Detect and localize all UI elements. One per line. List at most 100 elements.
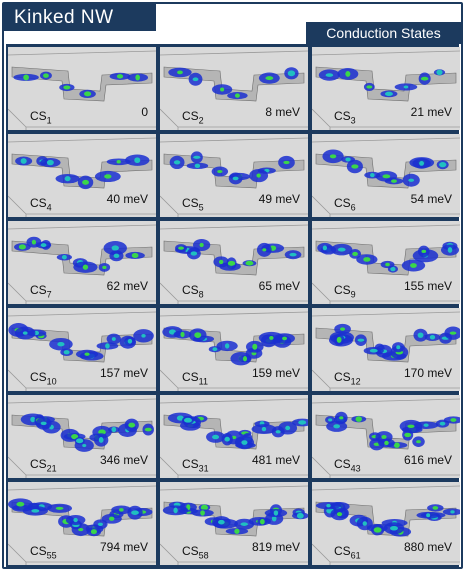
state-label-index: 12 (350, 376, 361, 386)
state-label: CS31 (182, 457, 209, 473)
state-label-prefix: CS (182, 456, 199, 471)
state-label: CS7 (30, 283, 52, 299)
state-label-index: 61 (350, 550, 361, 560)
state-panel: CS10 157 meV (8, 308, 156, 391)
state-panel: CS55 794 meV (8, 482, 156, 565)
state-label: CS21 (30, 457, 57, 473)
state-label: CS9 (334, 283, 356, 299)
nanowire-density-image (8, 311, 156, 391)
state-label: CS58 (182, 544, 209, 560)
state-label-index: 4 (46, 202, 52, 212)
state-label: CS4 (30, 196, 52, 212)
state-energy: 616 meV (403, 453, 452, 467)
state-label-index: 55 (46, 550, 57, 560)
state-label: CS43 (334, 457, 361, 473)
state-label: CS8 (182, 283, 204, 299)
nanowire-density-image (8, 398, 156, 478)
state-label-prefix: CS (182, 543, 199, 558)
state-panel: CS6 54 meV (312, 134, 460, 217)
nanowire-density-image (160, 398, 308, 478)
state-panel: CS3 21 meV (312, 47, 460, 130)
nanowire-density-image (8, 50, 156, 130)
state-energy: 170 meV (403, 366, 452, 380)
nanowire-density-image (8, 137, 156, 217)
state-label-prefix: CS (334, 108, 351, 123)
nanowire-density-image (160, 137, 308, 217)
state-label-prefix: CS (30, 456, 47, 471)
state-label: CS55 (30, 544, 57, 560)
state-label-prefix: CS (334, 543, 351, 558)
state-label-index: 3 (350, 115, 356, 125)
state-panel: CS9 155 meV (312, 221, 460, 304)
state-energy: 794 meV (99, 540, 148, 554)
state-label-prefix: CS (30, 369, 47, 384)
state-energy: 880 meV (403, 540, 452, 554)
nanowire-density-image (312, 398, 460, 478)
state-energy: 819 meV (251, 540, 300, 554)
state-energy: 54 meV (410, 192, 452, 206)
nanowire-density-image (312, 485, 460, 565)
state-energy: 62 meV (106, 279, 148, 293)
state-energy: 346 meV (99, 453, 148, 467)
state-label-index: 2 (198, 115, 204, 125)
state-energy: 0 (141, 105, 148, 119)
state-label-prefix: CS (182, 195, 199, 210)
state-label: CS61 (334, 544, 361, 560)
state-label-prefix: CS (30, 282, 47, 297)
state-panel: CS11 159 meV (160, 308, 308, 391)
state-label-index: 21 (46, 463, 57, 473)
state-label-prefix: CS (182, 108, 199, 123)
state-label: CS12 (334, 370, 361, 386)
nanowire-density-image (312, 50, 460, 130)
nanowire-density-image (312, 137, 460, 217)
state-label: CS10 (30, 370, 57, 386)
state-label: CS5 (182, 196, 204, 212)
nanowire-density-image (8, 224, 156, 304)
state-label-index: 7 (46, 289, 52, 299)
state-label-index: 9 (350, 289, 356, 299)
nanowire-density-image (8, 485, 156, 565)
state-label-index: 43 (350, 463, 361, 473)
state-panel: CS2 8 meV (160, 47, 308, 130)
state-label-index: 1 (46, 115, 52, 125)
state-label: CS2 (182, 109, 204, 125)
state-label-prefix: CS (334, 195, 351, 210)
state-label-prefix: CS (30, 543, 47, 558)
nanowire-density-image (312, 224, 460, 304)
state-energy: 40 meV (106, 192, 148, 206)
state-label-index: 5 (198, 202, 204, 212)
state-label-index: 58 (198, 550, 209, 560)
state-label: CS11 (182, 370, 208, 386)
state-label-index: 8 (198, 289, 204, 299)
state-energy: 65 meV (258, 279, 300, 293)
state-label: CS1 (30, 109, 52, 125)
figure-title: Kinked NW (4, 4, 156, 31)
nanowire-density-image (312, 311, 460, 391)
state-label: CS3 (334, 109, 356, 125)
state-label-index: 6 (350, 202, 356, 212)
state-panel: CS61 880 meV (312, 482, 460, 565)
nanowire-density-image (160, 224, 308, 304)
state-energy: 157 meV (99, 366, 148, 380)
state-energy: 21 meV (410, 105, 452, 119)
state-panel: CS8 65 meV (160, 221, 308, 304)
state-energy: 8 meV (265, 105, 300, 119)
section-label: Conduction States (306, 22, 461, 44)
state-panel: CS21 346 meV (8, 395, 156, 478)
state-label-prefix: CS (334, 369, 351, 384)
state-panel: CS7 62 meV (8, 221, 156, 304)
state-panel: CS58 819 meV (160, 482, 308, 565)
state-label-index: 10 (46, 376, 57, 386)
state-label-index: 11 (198, 376, 209, 386)
state-energy: 155 meV (403, 279, 452, 293)
state-label-prefix: CS (334, 282, 351, 297)
state-label-index: 31 (198, 463, 209, 473)
state-label: CS6 (334, 196, 356, 212)
state-panel: CS31 481 meV (160, 395, 308, 478)
state-panel: CS43 616 meV (312, 395, 460, 478)
nanowire-density-image (160, 485, 308, 565)
state-energy: 481 meV (251, 453, 300, 467)
state-energy: 159 meV (251, 366, 300, 380)
state-panel: CS4 40 meV (8, 134, 156, 217)
